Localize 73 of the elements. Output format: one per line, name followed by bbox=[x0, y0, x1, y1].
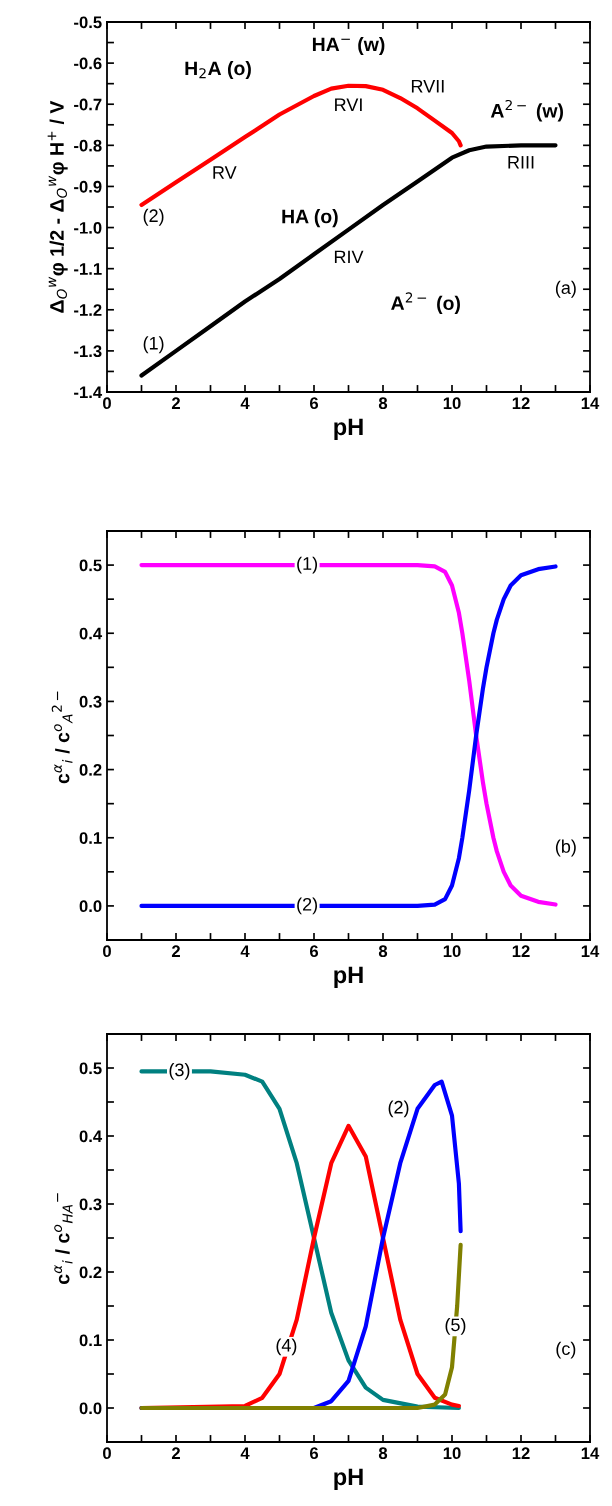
x-tick-label: 8 bbox=[378, 945, 388, 958]
y-tick-label: -1.3 bbox=[74, 345, 102, 358]
x-tick-label: 12 bbox=[512, 945, 530, 957]
y-tick-label: -0.7 bbox=[74, 98, 102, 111]
annotation: (4) bbox=[276, 1338, 297, 1356]
y-tick-label: 0.2 bbox=[79, 1266, 102, 1279]
y-tick-label: 0.5 bbox=[79, 559, 102, 572]
x-tick-label: 2 bbox=[171, 945, 180, 957]
x-tick-label: 14 bbox=[581, 945, 600, 957]
annotation: (b) bbox=[555, 839, 576, 857]
annotation: HA$^{−}$ (w) bbox=[312, 36, 385, 56]
x-tick-label: 10 bbox=[443, 397, 461, 410]
annotation: RV bbox=[213, 166, 237, 179]
x-tick-label: 4 bbox=[240, 945, 250, 957]
y-axis-title: c$^{α}$$_{i}$ / c$^{o}$$_{A}$$^{2−}$ bbox=[51, 691, 73, 784]
annotation: (a) bbox=[555, 280, 576, 298]
x-tick-label: 12 bbox=[512, 397, 530, 409]
y-tick-label: -1.0 bbox=[74, 221, 102, 234]
annotation: HA (o) bbox=[282, 209, 338, 228]
x-tick-label: 2 bbox=[171, 1447, 180, 1459]
y-tick-label: 0.3 bbox=[79, 695, 102, 708]
x-tick-label: 14 bbox=[581, 397, 600, 409]
annotation: (1) bbox=[143, 336, 164, 354]
y-tick-label: -1.2 bbox=[74, 304, 102, 316]
x-axis-title: pH bbox=[334, 1468, 363, 1490]
y-tick-label: -1.1 bbox=[74, 263, 102, 275]
annotation: RVII bbox=[411, 80, 444, 93]
x-tick-label: 4 bbox=[240, 397, 250, 409]
y-tick-label: -1.4 bbox=[74, 386, 103, 399]
x-tick-label: 6 bbox=[309, 397, 319, 410]
x-tick-label: 6 bbox=[309, 945, 319, 958]
y-tick-label: 0.1 bbox=[79, 1334, 102, 1347]
x-axis-title: pH bbox=[334, 418, 363, 440]
y-tick-label: -0.5 bbox=[74, 16, 102, 29]
annotation: (3) bbox=[169, 1062, 190, 1080]
x-tick-label: 4 bbox=[240, 1447, 250, 1459]
y-tick-label: 0.4 bbox=[79, 627, 103, 640]
annotation: RVI bbox=[335, 98, 362, 111]
x-tick-label: 10 bbox=[443, 1447, 461, 1460]
y-tick-label: 0.4 bbox=[79, 1130, 103, 1143]
x-tick-label: 8 bbox=[378, 1447, 388, 1460]
annotation: H$_{2}$A (o) bbox=[185, 60, 251, 80]
annotation: (2) bbox=[297, 897, 318, 915]
x-tick-label: 14 bbox=[581, 1447, 600, 1459]
annotation: (2) bbox=[388, 1100, 409, 1118]
y-tick-label: 0.2 bbox=[79, 763, 102, 776]
y-tick-label: -0.8 bbox=[74, 139, 102, 152]
annotation: RIV bbox=[334, 250, 364, 264]
y-tick-label: -0.9 bbox=[74, 180, 102, 193]
annotation: (2) bbox=[143, 208, 164, 226]
x-tick-label: 8 bbox=[378, 397, 388, 410]
annotation: A$^{2−}$ (w) bbox=[490, 99, 563, 122]
y-tick-label: 0.1 bbox=[79, 832, 102, 844]
annotation: (5) bbox=[445, 1317, 466, 1335]
x-tick-label: 12 bbox=[512, 1447, 530, 1459]
annotation: RIII bbox=[508, 156, 534, 169]
x-axis-title: pH bbox=[334, 966, 363, 988]
x-tick-label: 0 bbox=[103, 397, 111, 410]
annotation: A$^{2−}$ (o) bbox=[391, 292, 460, 314]
x-tick-label: 0 bbox=[103, 1447, 111, 1460]
y-tick-label: 0.0 bbox=[79, 1402, 102, 1415]
y-tick-label: -0.6 bbox=[74, 57, 102, 70]
y-axis-title: c$^{α}$$_{i}$ / c$^{o}$$_{HA}$$^{−}$ bbox=[54, 1193, 73, 1284]
x-tick-label: 10 bbox=[443, 945, 461, 958]
annotation: (1) bbox=[297, 556, 318, 574]
x-tick-label: 6 bbox=[309, 1447, 319, 1460]
y-tick-label: 0.3 bbox=[79, 1198, 102, 1211]
annotation: (c) bbox=[556, 1341, 576, 1359]
x-tick-label: 2 bbox=[171, 397, 180, 409]
y-tick-label: 0.5 bbox=[79, 1062, 102, 1075]
text: Δ$_{O}$$^{w}$φ 1/2 - Δ$_{O}$$^{w}$φ H$^{+}$ / V bbox=[47, 100, 68, 313]
x-tick-label: 0 bbox=[103, 945, 111, 958]
y-tick-label: 0.0 bbox=[79, 900, 102, 913]
